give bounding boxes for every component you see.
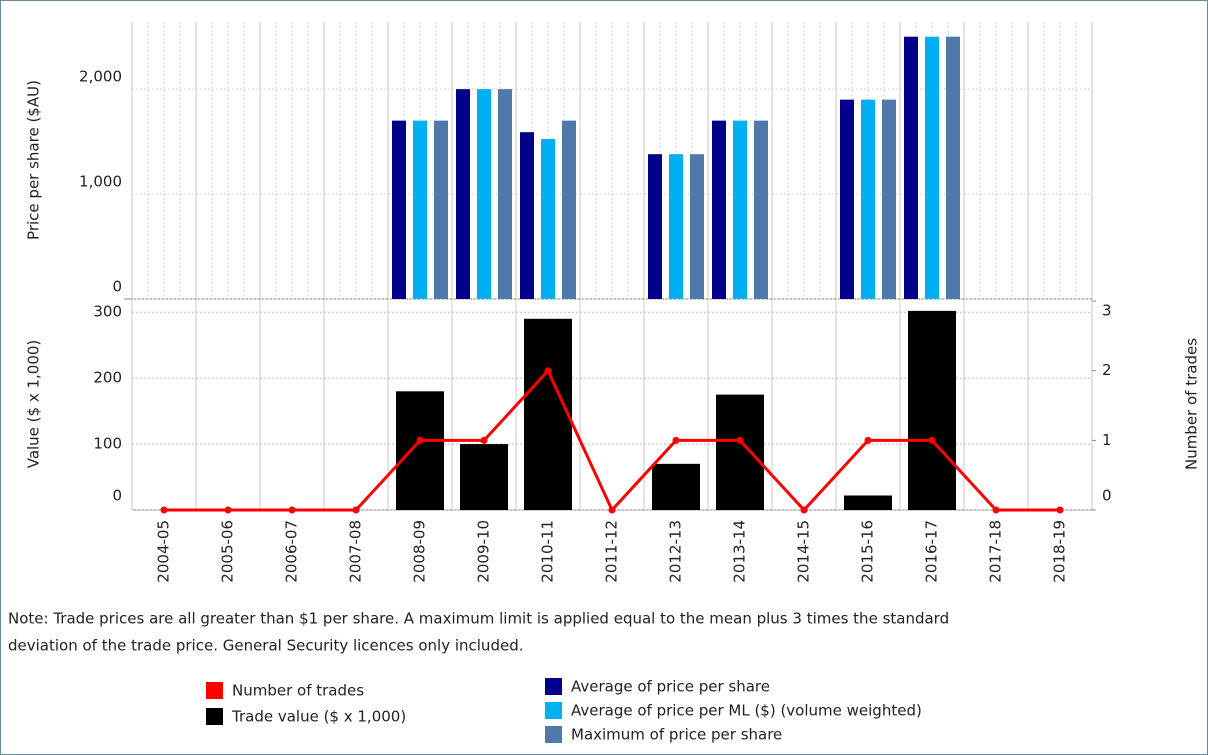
price-bar: [498, 89, 512, 299]
price-bar: [477, 89, 491, 299]
legend-swatch: [206, 708, 223, 725]
trade-point: [992, 506, 1000, 514]
x-tick-label: 2015-16: [859, 520, 877, 583]
price-bar: [925, 36, 939, 299]
legend-label: Trade value ($ x 1,000): [231, 708, 406, 726]
price-bar: [456, 89, 470, 299]
price-bar: [712, 120, 726, 299]
price-bar: [840, 99, 854, 299]
legend-swatch: [545, 678, 562, 695]
x-tick-label: 2008-09: [411, 520, 429, 583]
y-tick-label: 0: [112, 487, 122, 505]
x-tick-label: 2005-06: [219, 520, 237, 583]
y-tick-label: 2,000: [79, 68, 122, 86]
x-tick-label: 2012-13: [667, 520, 685, 583]
x-tick-label: 2013-14: [731, 520, 749, 583]
price-bar: [861, 99, 875, 299]
trade-point: [672, 436, 680, 444]
x-tick-label: 2004-05: [155, 520, 173, 583]
trade-point: [416, 436, 424, 444]
price-bar: [648, 154, 662, 299]
x-tick-label: 2006-07: [283, 520, 301, 583]
price-bar: [690, 154, 704, 299]
trade-point: [288, 506, 296, 514]
price-bar: [733, 120, 747, 299]
price-bar: [520, 132, 534, 299]
x-tick-label: 2007-08: [347, 520, 365, 583]
y-tick-label: 100: [93, 435, 122, 453]
y2-tick-label: 1: [1102, 431, 1112, 449]
y2-axis-label: Number of trades: [1183, 338, 1201, 470]
price-bar: [392, 120, 406, 299]
trade-bar: [524, 318, 572, 510]
y-axis-label: Price per share ($AU): [25, 80, 43, 240]
x-tick-label: 2011-12: [603, 520, 621, 583]
y-tick-label: 1,000: [79, 173, 122, 191]
y2-tick-label: 2: [1102, 361, 1112, 379]
trade-point: [1056, 506, 1064, 514]
y-tick-label: 300: [93, 303, 122, 321]
price-bar: [904, 36, 918, 299]
trade-point: [928, 436, 936, 444]
trade-point: [480, 436, 488, 444]
y-tick-label: 0: [112, 278, 122, 296]
trade-point: [352, 506, 360, 514]
trade-point: [544, 367, 552, 375]
trade-point: [736, 436, 744, 444]
legend-swatch: [545, 702, 562, 719]
legend-label: Maximum of price per share: [571, 726, 782, 744]
trade-point: [864, 436, 872, 444]
y2-tick-label: 3: [1102, 302, 1112, 320]
y-tick-label: 200: [93, 369, 122, 387]
price-bar: [669, 154, 683, 299]
price-bar: [754, 120, 768, 299]
trade-point: [224, 506, 232, 514]
price-bar: [562, 120, 576, 299]
price-bar: [434, 120, 448, 299]
x-tick-label: 2018-19: [1051, 520, 1069, 583]
x-tick-label: 2009-10: [475, 520, 493, 583]
y-axis-label: Value ($ x 1,000): [25, 340, 43, 469]
legend-swatch: [206, 682, 223, 699]
trade-bar: [460, 444, 508, 510]
legend-swatch: [545, 726, 562, 743]
trade-point: [160, 506, 168, 514]
price-bar: [946, 36, 960, 299]
trade-bar: [844, 495, 892, 510]
price-bar: [882, 99, 896, 299]
trade-point: [608, 506, 616, 514]
y2-tick-label: 0: [1102, 487, 1112, 505]
price-bar: [541, 138, 555, 299]
x-tick-label: 2014-15: [795, 520, 813, 583]
x-tick-label: 2010-11: [539, 520, 557, 583]
price-bar: [413, 120, 427, 299]
trade-point: [800, 506, 808, 514]
trade-bar: [908, 310, 956, 510]
note: Note: Trade prices are all greater than …: [8, 610, 949, 628]
trade-bar: [716, 394, 764, 510]
x-tick-label: 2017-18: [987, 520, 1005, 583]
legend-label: Average of price per share: [571, 678, 770, 696]
x-tick-label: 2016-17: [923, 520, 941, 583]
trade-bar: [396, 391, 444, 510]
legend-label: Average of price per ML ($) (volume weig…: [571, 702, 922, 720]
note: deviation of the trade price. General Se…: [8, 637, 523, 655]
legend-label: Number of trades: [232, 682, 364, 700]
trade-bar: [652, 463, 700, 510]
